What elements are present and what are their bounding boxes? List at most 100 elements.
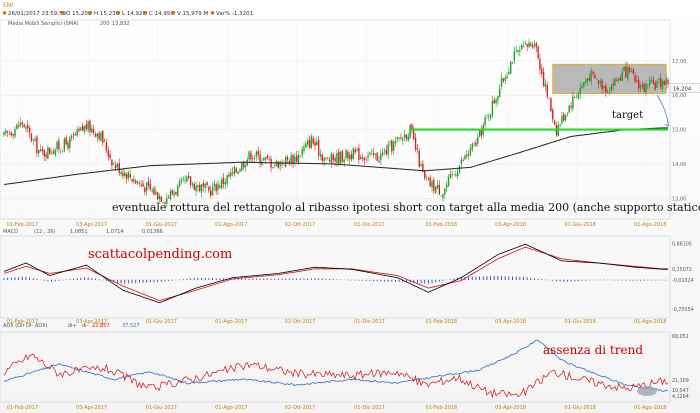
candle [158, 193, 161, 204]
candle [89, 119, 91, 137]
candle [460, 156, 463, 169]
candle [539, 53, 541, 75]
candle [447, 174, 450, 188]
candle [156, 192, 159, 201]
candle [32, 138, 34, 145]
candle [647, 83, 649, 90]
candle [202, 180, 205, 192]
candle [387, 140, 389, 160]
price-x-tick: 01-Ago-2018 [634, 222, 666, 228]
candle [533, 39, 536, 49]
candles [3, 39, 669, 208]
candle [356, 147, 358, 152]
candle [378, 155, 380, 164]
candle [455, 170, 457, 177]
candle [180, 177, 183, 185]
candle [30, 132, 33, 143]
candle [328, 156, 331, 163]
candle [38, 149, 40, 158]
candle [49, 147, 51, 156]
candle [162, 201, 164, 205]
candle [645, 80, 647, 97]
candle [493, 97, 495, 104]
candle [649, 76, 651, 89]
candle [314, 138, 316, 151]
candle [367, 151, 369, 162]
candle [500, 72, 503, 90]
candle [425, 174, 428, 181]
candle [41, 145, 44, 156]
candle [424, 170, 426, 181]
candle [96, 132, 98, 142]
adx-grid [0, 335, 670, 397]
candle [274, 162, 276, 169]
adx-y-tick: 68,051 [672, 334, 689, 340]
candle [169, 188, 172, 201]
macd-y-axis: 0,86105 0,25072 -0,01024 -0,70354 [672, 242, 694, 313]
price-x-tick: 01-Giu-2017 [146, 222, 177, 228]
candle [155, 186, 157, 196]
candle [577, 91, 580, 101]
candle [21, 120, 23, 129]
candle [323, 156, 325, 167]
candle [113, 162, 115, 166]
candle [522, 41, 525, 48]
candle [341, 149, 344, 164]
candle [402, 136, 404, 146]
candle [506, 72, 508, 79]
candle [361, 153, 364, 162]
candle [47, 145, 49, 159]
candle [654, 80, 656, 91]
candle [220, 177, 223, 190]
macd-x-tick: 01-Feb-2017 [7, 319, 39, 325]
candle [608, 87, 611, 96]
candle [370, 148, 373, 156]
candle [28, 125, 31, 138]
candle [239, 167, 241, 173]
candle [178, 177, 181, 188]
candle [204, 182, 206, 193]
candle [76, 126, 78, 138]
candle [396, 136, 398, 143]
candle [634, 72, 636, 85]
candle [652, 76, 655, 85]
candle [164, 201, 166, 208]
candle [407, 132, 409, 142]
last-price-value: 16,204 [673, 86, 692, 92]
candle [50, 149, 53, 155]
candle [288, 158, 291, 166]
candle [193, 182, 195, 191]
candle [330, 152, 333, 168]
candle [636, 75, 638, 83]
candle [661, 78, 664, 93]
candle [638, 75, 640, 93]
candle [665, 73, 667, 90]
candle [497, 95, 499, 105]
candle [80, 127, 82, 132]
candle [365, 156, 367, 163]
macd-x-tick: 01-Giu-2017 [146, 319, 177, 325]
di-minus-legend-value: 37,527 [122, 323, 140, 329]
price-x-tick: 01-Giu-2018 [565, 222, 596, 228]
candle [182, 176, 184, 183]
candle [173, 188, 175, 199]
candle [321, 153, 323, 164]
adx-x-tick: 01-Giu-2018 [565, 405, 596, 411]
candle [519, 45, 521, 56]
trend-annotation: assenza di trend [543, 343, 643, 357]
candle [6, 130, 9, 138]
candle [614, 77, 616, 87]
candle [445, 181, 448, 192]
candle [552, 107, 554, 123]
candle [405, 134, 408, 142]
adx-x-tick: 01-Feb-2018 [426, 405, 458, 411]
volume-readout: V 15,979 M [177, 11, 209, 17]
candle [259, 149, 261, 168]
macd-x-tick: 01-Ago-2018 [634, 319, 666, 325]
candle [458, 165, 461, 174]
candle [78, 126, 80, 133]
di-plus-line [3, 353, 669, 399]
candle [462, 157, 464, 162]
candle [144, 185, 146, 196]
